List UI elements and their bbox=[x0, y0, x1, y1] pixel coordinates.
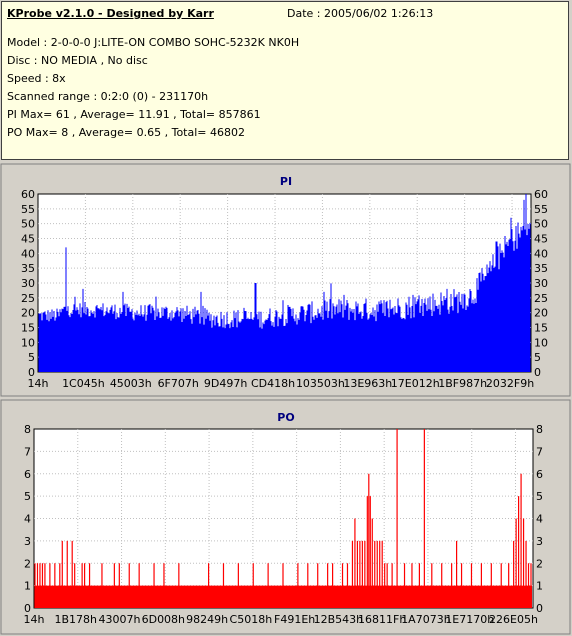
po-xtick: 98249h bbox=[186, 613, 228, 626]
pi-ytick-right: 0 bbox=[534, 366, 541, 379]
pi-ytick-right: 25 bbox=[534, 292, 548, 305]
pi-ytick-right: 20 bbox=[534, 307, 548, 320]
info-panel: KProbe v2.1.0 - Designed by Karr Date : … bbox=[1, 1, 569, 160]
po-ytick-left: 0 bbox=[24, 602, 31, 615]
pi-xtick: 9D497h bbox=[204, 377, 247, 390]
po-ytick-left: 4 bbox=[24, 513, 31, 526]
pi-ytick-right: 5 bbox=[534, 351, 541, 364]
po-xtick: 12B543h bbox=[314, 613, 364, 626]
pi-ytick-left: 20 bbox=[21, 307, 35, 320]
po-xtick: 1E7170h bbox=[445, 613, 494, 626]
info-speed: Speed : 8x bbox=[7, 72, 66, 85]
pi-ytick-right: 15 bbox=[534, 322, 548, 335]
pi-ytick-left: 25 bbox=[21, 292, 35, 305]
po-xtick: F491Eh bbox=[274, 613, 315, 626]
pi-xtick: 45003h bbox=[110, 377, 152, 390]
pi-ytick-left: 45 bbox=[21, 233, 35, 246]
po-ytick-right: 5 bbox=[536, 490, 543, 503]
po-xtick: 6D008h bbox=[142, 613, 185, 626]
po-ytick-left: 7 bbox=[24, 445, 31, 458]
po-chart-title: PO bbox=[277, 411, 294, 424]
pi-ytick-left: 10 bbox=[21, 336, 35, 349]
pi-xtick: 1C045h bbox=[62, 377, 105, 390]
pi-ytick-right: 45 bbox=[534, 233, 548, 246]
pi-xtick: 1BF987h bbox=[438, 377, 487, 390]
pi-ytick-right: 40 bbox=[534, 247, 548, 260]
pi-ytick-left: 50 bbox=[21, 218, 35, 231]
pi-xtick: CD418h bbox=[251, 377, 295, 390]
po-ytick-right: 2 bbox=[536, 557, 543, 570]
pi-ytick-right: 35 bbox=[534, 262, 548, 275]
pi-xtick: 103503h bbox=[296, 377, 345, 390]
po-ytick-left: 8 bbox=[24, 423, 31, 436]
po-chart: PO 0 0 1 1 2 2 3 3 4 4 5 5 6 6 7 7 8 8 14h 1B178h 43007h 6D008… bbox=[0, 399, 571, 635]
info-disc: Disc : NO MEDIA , No disc bbox=[7, 54, 148, 67]
info-model: Model : 2-0-0-0 J:LITE-ON COMBO SOHC-523… bbox=[7, 36, 300, 49]
pi-xtick: 17E012h bbox=[391, 377, 440, 390]
pi-ytick-right: 60 bbox=[534, 188, 548, 201]
po-ytick-right: 0 bbox=[536, 602, 543, 615]
po-ytick-left: 1 bbox=[24, 580, 31, 593]
po-ytick-right: 4 bbox=[536, 513, 543, 526]
pi-ytick-left: 15 bbox=[21, 322, 35, 335]
po-ytick-right: 6 bbox=[536, 468, 543, 481]
po-ytick-left: 3 bbox=[24, 535, 31, 548]
po-ytick-left: 2 bbox=[24, 557, 31, 570]
po-ytick-left: 6 bbox=[24, 468, 31, 481]
pi-xtick: 13E963h bbox=[343, 377, 392, 390]
pi-ytick-left: 40 bbox=[21, 247, 35, 260]
pi-xtick: 2032F9h bbox=[486, 377, 534, 390]
po-xtick: 43007h bbox=[99, 613, 141, 626]
po-xtick: 1A7073h bbox=[401, 613, 451, 626]
po-xtick: C5018h bbox=[230, 613, 273, 626]
pi-ytick-left: 60 bbox=[21, 188, 35, 201]
po-xtick: 1B178h bbox=[55, 613, 98, 626]
po-xtick: 16811Fh bbox=[358, 613, 406, 626]
po-ytick-right: 3 bbox=[536, 535, 543, 548]
pi-ytick-left: 55 bbox=[21, 203, 35, 216]
pi-ytick-right: 30 bbox=[534, 277, 548, 290]
po-ytick-right: 8 bbox=[536, 423, 543, 436]
po-ytick-left: 5 bbox=[24, 490, 31, 503]
pi-xtick: 14h bbox=[28, 377, 49, 390]
pi-ytick-left: 30 bbox=[21, 277, 35, 290]
scan-date: Date : 2005/06/02 1:26:13 bbox=[287, 7, 434, 20]
po-ytick-right: 7 bbox=[536, 445, 543, 458]
pi-ytick-right: 50 bbox=[534, 218, 548, 231]
pi-ytick-left: 0 bbox=[28, 366, 35, 379]
pi-ytick-left: 35 bbox=[21, 262, 35, 275]
po-xtick: 226E05h bbox=[489, 613, 538, 626]
info-range: Scanned range : 0:2:0 (0) - 231170h bbox=[7, 90, 209, 103]
pi-chart-title: PI bbox=[280, 175, 292, 188]
info-po-summary: PO Max= 8 , Average= 0.65 , Total= 46802 bbox=[7, 126, 245, 139]
app-title: KProbe v2.1.0 - Designed by Karr bbox=[7, 7, 214, 20]
info-pi-summary: PI Max= 61 , Average= 11.91 , Total= 857… bbox=[7, 108, 261, 121]
po-ytick-right: 1 bbox=[536, 580, 543, 593]
pi-xtick: 6F707h bbox=[158, 377, 199, 390]
pi-ytick-right: 55 bbox=[534, 203, 548, 216]
pi-ytick-left: 5 bbox=[28, 351, 35, 364]
pi-ytick-right: 10 bbox=[534, 336, 548, 349]
po-xtick: 14h bbox=[24, 613, 45, 626]
